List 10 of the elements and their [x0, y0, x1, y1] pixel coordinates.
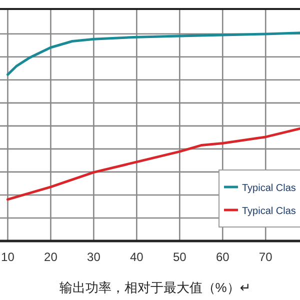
legend-label: Typical Clas	[242, 183, 296, 194]
x-tick-label: 60	[216, 250, 230, 264]
x-tick-label: 30	[87, 250, 101, 264]
x-axis-title: 输出功率，相对于最大值（%）↵	[59, 280, 251, 295]
x-tick-label: 10	[1, 250, 15, 264]
x-tick-label: 40	[130, 250, 144, 264]
legend-label: Typical Clas	[242, 206, 296, 217]
x-tick-label: 20	[44, 250, 58, 264]
x-tick-label: 50	[172, 250, 187, 264]
x-tick-label: 70	[258, 250, 273, 264]
